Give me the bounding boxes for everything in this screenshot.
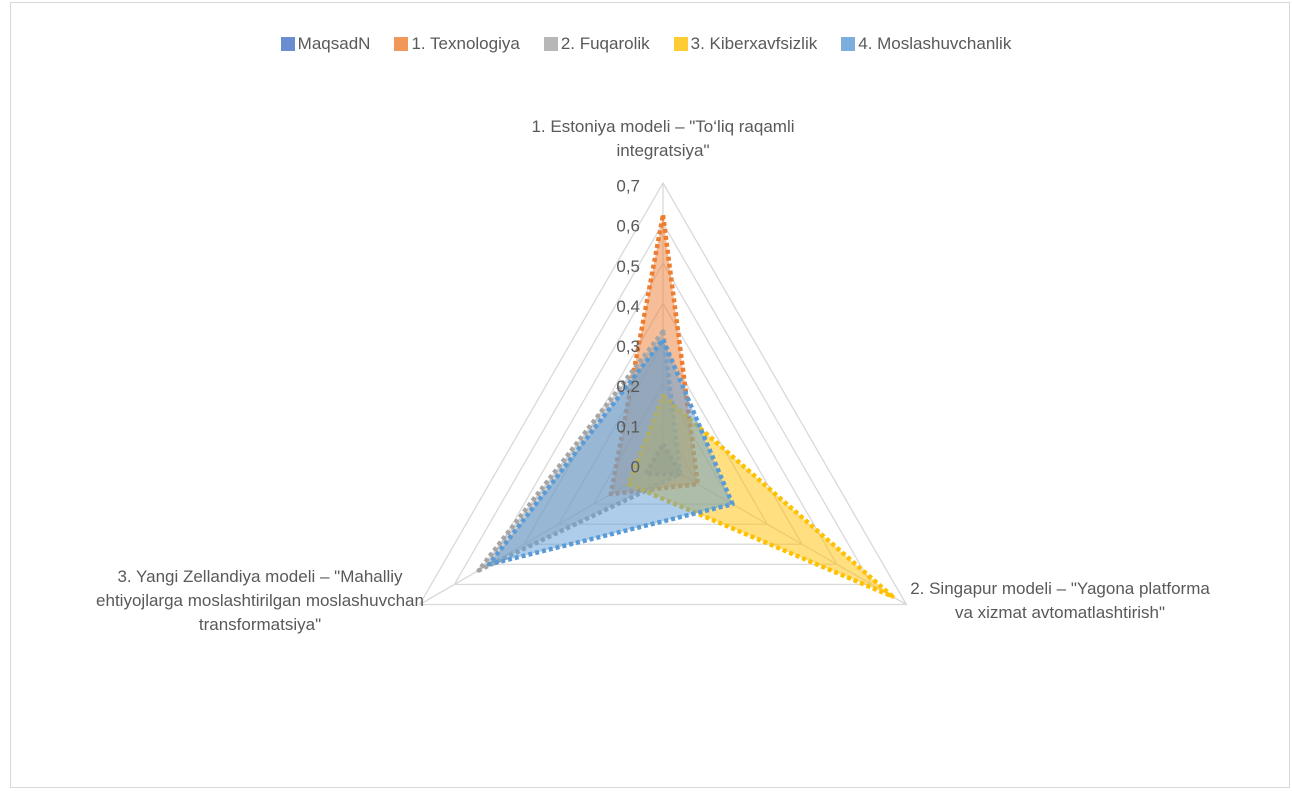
legend-label: 3. Kiberxavfsizlik	[690, 34, 818, 53]
legend-item: 2. Fuqarolik	[543, 34, 650, 54]
legend-swatch	[394, 37, 409, 51]
y-tick-label: 0,7	[616, 176, 640, 195]
legend-label: MaqsadN	[297, 34, 371, 53]
legend-swatch	[841, 37, 856, 51]
y-tick-label: 0,6	[616, 217, 640, 236]
legend-label: 2. Fuqarolik	[560, 34, 650, 53]
axis-label: 1. Estoniya modeli – "To‘liq raqamli int…	[531, 117, 795, 160]
y-tick-label: 0,5	[616, 257, 640, 276]
legend-swatch	[673, 37, 688, 51]
legend-item: 1. Texnologiya	[394, 34, 520, 54]
legend: MaqsadN 1. Texnologiya 2. Fuqarolik 3. Kibe…	[0, 34, 1292, 54]
series-area	[486, 337, 735, 567]
legend-item: 4. Moslashuvchanlik	[841, 34, 1011, 54]
y-tick-label: 0,2	[616, 377, 640, 396]
y-tick-label: 0,1	[616, 417, 640, 436]
y-tick-label: 0,4	[616, 297, 640, 316]
y-tick-label: 0,3	[616, 337, 640, 356]
axis-label: 3. Yangi Zellandiya modeli – "Mahalliy e…	[96, 567, 424, 634]
legend-label: 1. Texnologiya	[411, 34, 520, 53]
legend-item: 3. Kiberxavfsizlik	[673, 34, 818, 54]
grid-line	[453, 221, 873, 586]
grid-line	[418, 181, 908, 606]
axis-label: 2. Singapur modeli – "Yagona platforma v…	[910, 579, 1210, 622]
y-tick-label: 0	[631, 457, 640, 476]
legend-swatch	[543, 37, 558, 51]
chart-frame	[10, 2, 1290, 788]
legend-swatch	[280, 37, 295, 51]
grid-line	[488, 261, 838, 566]
legend-label: 4. Moslashuvchanlik	[858, 34, 1012, 53]
legend-item: MaqsadN	[280, 34, 371, 54]
